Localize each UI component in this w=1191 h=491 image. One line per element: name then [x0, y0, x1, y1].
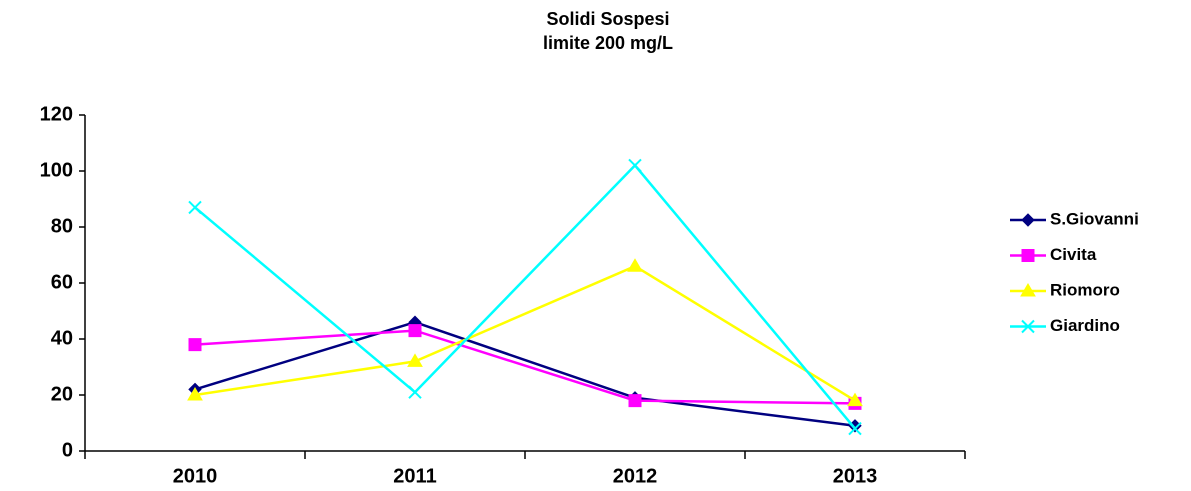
- marker: [188, 338, 202, 352]
- marker: [187, 387, 203, 401]
- marker: [628, 394, 642, 408]
- y-tick-label: 40: [51, 327, 73, 349]
- legend-label: Civita: [1050, 245, 1097, 264]
- x-tick-label: 2013: [833, 465, 878, 487]
- marker: [408, 385, 422, 399]
- marker: [407, 353, 423, 367]
- legend-marker: [1021, 319, 1035, 334]
- marker: [188, 200, 202, 215]
- series-line: [194, 163, 856, 430]
- x-tick-label: 2012: [613, 465, 658, 487]
- marker: [408, 324, 422, 338]
- chart-subtitle: limite 200 mg/L: [543, 33, 673, 53]
- chart-title: Solidi Sospesi: [546, 9, 669, 29]
- x-tick-label: 2010: [173, 465, 218, 487]
- y-tick-label: 120: [40, 103, 73, 125]
- y-tick-label: 0: [62, 439, 73, 461]
- y-tick-label: 20: [51, 383, 73, 405]
- legend-marker: [1021, 213, 1035, 227]
- legend-label: S.Giovanni: [1050, 209, 1139, 228]
- marker: [848, 421, 862, 436]
- y-tick-label: 100: [40, 159, 73, 181]
- series-line: [194, 320, 856, 428]
- marker: [847, 392, 863, 407]
- y-tick-label: 80: [51, 215, 73, 237]
- legend-marker: [1020, 283, 1036, 297]
- marker: [628, 158, 642, 173]
- series-line: [194, 329, 856, 405]
- legend-label: Giardino: [1050, 316, 1120, 335]
- y-tick-label: 60: [51, 271, 73, 293]
- legend-label: Riomoro: [1050, 280, 1120, 299]
- x-tick-label: 2011: [393, 465, 436, 487]
- marker: [627, 258, 643, 272]
- legend-marker: [1021, 249, 1035, 262]
- series-line: [194, 264, 856, 402]
